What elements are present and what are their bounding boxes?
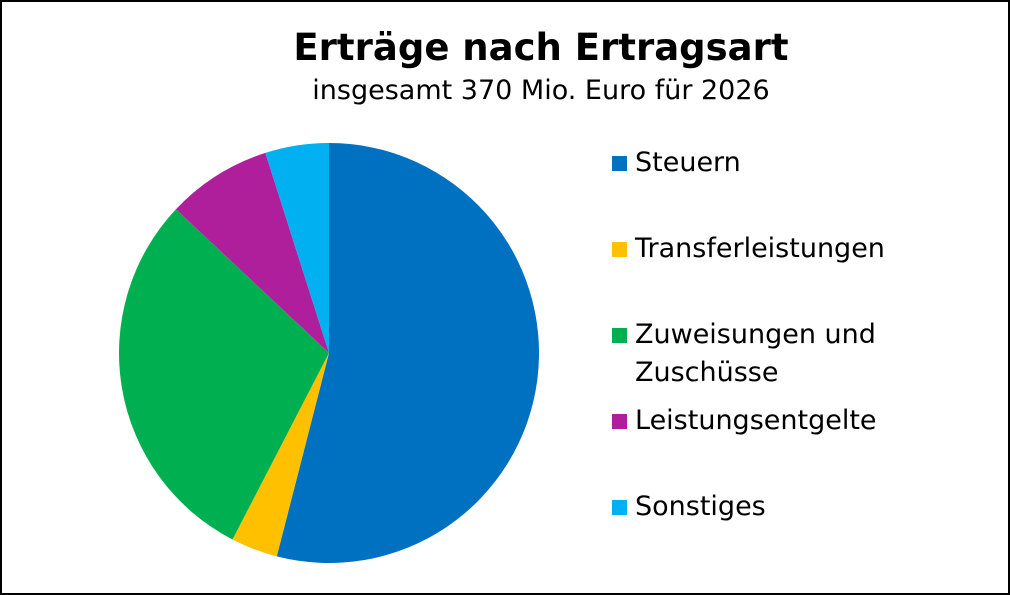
legend-item: Steuern — [612, 144, 965, 182]
chart-title: Erträge nach Ertragsart — [293, 26, 789, 69]
pie-slice-sonstiges — [265, 143, 329, 353]
legend-label: Sonstiges — [635, 491, 766, 522]
legend-label: Transferleistungen — [635, 233, 885, 264]
legend-label: Steuern — [635, 147, 741, 178]
legend-swatch — [612, 156, 627, 171]
pie-slice-zuweisungen-und-zuschüsse — [119, 209, 329, 540]
legend-swatch — [612, 500, 627, 515]
pie-slice-leistungsentgelte — [175, 152, 329, 353]
legend-label: Zuweisungen und Zuschüsse — [635, 319, 876, 388]
legend-item: Sonstiges — [612, 488, 965, 526]
legend-swatch — [612, 242, 627, 257]
pie-slice-transferleistungen — [232, 353, 329, 557]
pie-slice-steuern — [276, 143, 540, 564]
legend-label: Leistungsentgelte — [635, 405, 877, 436]
legend-item: Zuweisungen und Zuschüsse — [612, 316, 965, 392]
legend-item: Transferleistungen — [612, 230, 965, 268]
chart-subtitle: insgesamt 370 Mio. Euro für 2026 — [312, 75, 770, 106]
legend-swatch — [612, 328, 627, 343]
legend-item: Leistungsentgelte — [612, 402, 965, 440]
legend-swatch — [612, 414, 627, 429]
